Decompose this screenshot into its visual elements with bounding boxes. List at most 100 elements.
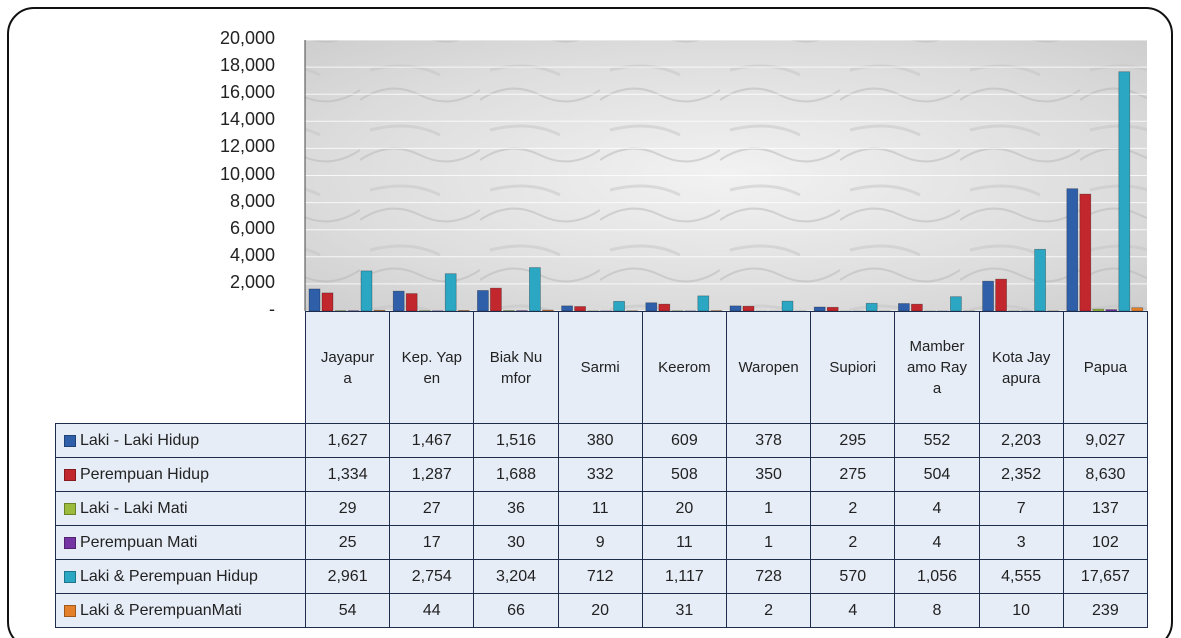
data-cell: 1 [726,525,812,560]
data-cell: 29 [305,491,391,526]
y-tick-label: 4,000 [229,244,275,265]
data-cell: 295 [810,423,896,458]
legend-row-label: Laki & PerempuanMati [55,593,306,628]
data-cell: 137 [1062,491,1148,526]
bar [321,292,334,312]
bar [898,303,910,312]
bar [950,296,962,312]
data-cell: 4 [894,525,980,560]
data-cell: 1,287 [389,457,475,492]
data-cell: 4 [894,491,980,526]
data-cell: 4 [810,593,896,628]
y-tick-label: 16,000 [219,82,275,103]
y-tick-label: 2,000 [229,271,275,292]
data-cell: 66 [473,593,559,628]
data-cell: 1,467 [389,423,475,458]
legend-key [64,570,76,583]
bar [613,301,625,312]
data-cell: 20 [641,491,727,526]
legend-row-label: Perempuan Hidup [55,457,306,492]
data-cell: 9 [557,525,643,560]
data-cell: 239 [1062,593,1148,628]
category-header: Biak Numfor [473,311,559,424]
data-cell: 11 [641,525,727,560]
data-cell: 1,056 [894,559,980,594]
data-cell: 20 [557,593,643,628]
legend-key [64,502,76,515]
data-cell: 31 [641,593,727,628]
legend-row-label: Laki - Laki Mati [55,491,306,526]
data-cell: 17 [389,525,475,560]
data-cell: 378 [726,423,812,458]
legend-key [64,468,76,481]
bar [308,288,321,312]
bar [490,287,502,312]
data-cell: 1,516 [473,423,559,458]
legend-label: Laki & Perempuan Hidup [80,567,258,585]
data-cell: 30 [473,525,559,560]
data-cell: 25 [305,525,391,560]
y-tick-label: 8,000 [229,190,275,211]
category-header: Sarmi [557,311,643,424]
data-cell: 570 [810,559,896,594]
data-cell: 1,334 [305,457,391,492]
bar [813,306,826,312]
bar [392,290,405,312]
bar [865,302,878,312]
y-tick-label: 12,000 [219,136,275,157]
data-cell: 10 [978,593,1064,628]
data-cell: 1,688 [473,457,559,492]
category-header: Kota Jayapura [978,311,1064,424]
data-cell: 2,352 [978,457,1064,492]
data-cell: 3 [978,525,1064,560]
data-cell: 1,627 [305,423,391,458]
bar [477,290,489,312]
bar [911,303,923,312]
category-header: Keerom [641,311,727,424]
data-cell: 508 [641,457,727,492]
bar [1034,248,1046,312]
data-cell: 1,117 [641,559,727,594]
category-header: Mamberamo Raya [894,311,980,424]
bar [1105,309,1118,312]
data-cell: 552 [894,423,980,458]
bar [1118,71,1131,312]
bar [826,306,839,312]
data-cell: 2 [726,593,812,628]
data-cell: 7 [978,491,1064,526]
data-cell: 8,630 [1062,457,1148,492]
data-cell: 380 [557,423,643,458]
category-header: Jayapura [305,311,391,424]
data-cell: 36 [473,491,559,526]
y-tick-label: 20,000 [219,28,275,48]
y-tick-label: 6,000 [229,217,275,238]
data-cell: 1 [726,491,812,526]
data-cell: 275 [810,457,896,492]
legend-key [64,536,76,549]
legend-label: Laki - Laki Hidup [80,431,200,449]
bar [995,278,1007,312]
data-cell: 54 [305,593,391,628]
bar [982,280,994,312]
legend-label: Laki - Laki Mati [80,499,188,517]
data-cell: 8 [894,593,980,628]
bar [1092,308,1105,312]
data-cell: 609 [641,423,727,458]
legend-label: Perempuan Mati [80,533,198,551]
legend-label: Perempuan Hidup [80,465,209,483]
bar [697,295,710,312]
data-cell: 350 [726,457,812,492]
category-header: Papua [1062,311,1148,424]
y-tick-label: - [269,299,275,319]
category-header: Supiori [810,311,896,424]
bar [1079,193,1092,312]
data-cell: 102 [1062,525,1148,560]
data-cell: 2,754 [389,559,475,594]
legend-row-label: Laki & Perempuan Hidup [55,559,306,594]
bar [529,267,541,312]
bar [1131,307,1144,312]
data-cell: 17,657 [1062,559,1148,594]
data-cell: 11 [557,491,643,526]
bar [645,302,658,312]
